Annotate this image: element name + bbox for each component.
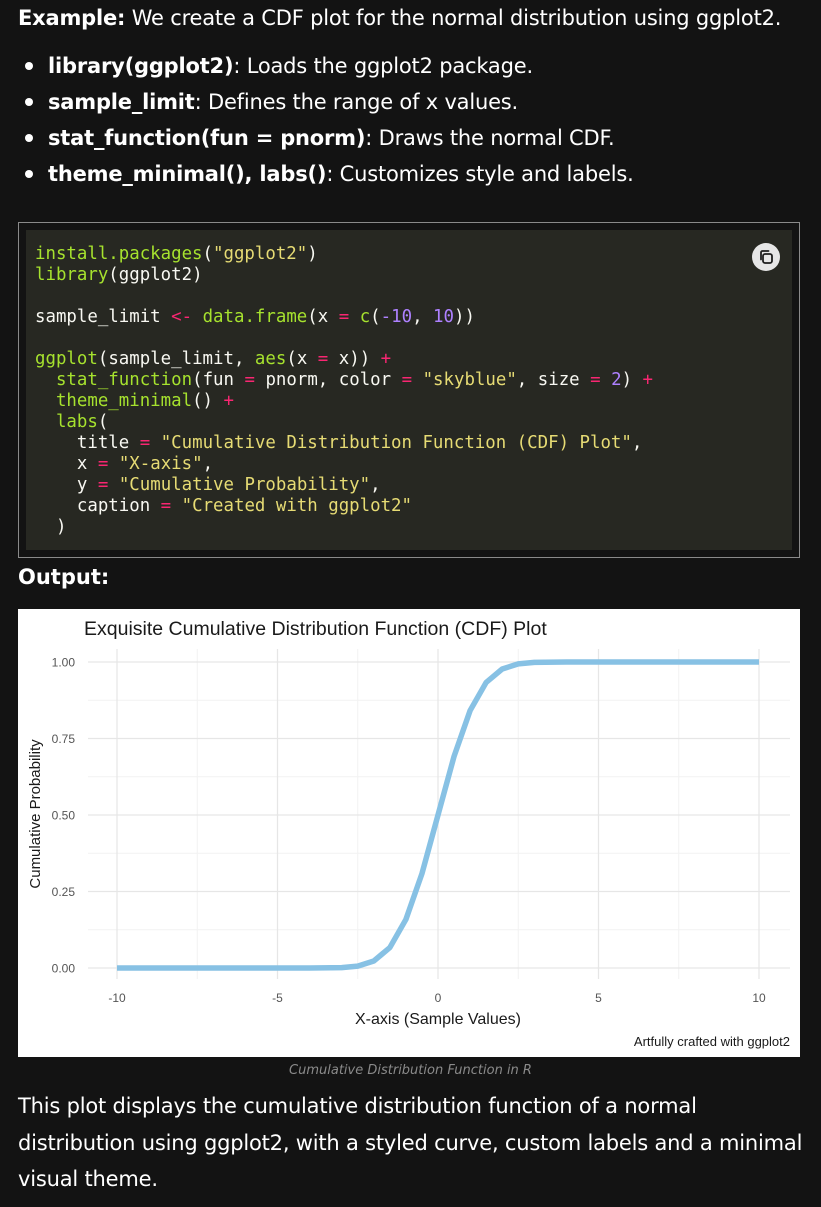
chart-title: Exquisite Cumulative Distribution Functi… [84, 618, 547, 640]
bullet-term: sample_limit [48, 90, 195, 114]
y-tick-label: 0.00 [52, 962, 76, 976]
y-axis-label: Cumulative Probability [27, 739, 44, 889]
x-tick-label: -5 [272, 991, 283, 1005]
bullet-term: library(ggplot2) [48, 54, 234, 78]
chart-svg: 0.00 0.25 0.50 0.75 1.00 -10 -5 0 5 10 Exquisite… [27, 618, 790, 1049]
bullet-dot [25, 98, 33, 106]
x-axis-label: X-axis (Sample Values) [355, 1011, 521, 1028]
bullet-item: library(ggplot2): Loads the ggplot2 pack… [0, 50, 821, 86]
example-text: We create a CDF plot for the normal dist… [125, 6, 782, 30]
y-tick-labels: 0.00 0.25 0.50 0.75 1.00 [52, 656, 76, 976]
x-tick-label: 0 [435, 991, 442, 1005]
bullet-item: sample_limit: Defines the range of x val… [0, 86, 821, 122]
bullet-item: theme_minimal(), labs(): Customizes styl… [0, 158, 821, 194]
x-tick-label: -10 [108, 991, 126, 1005]
x-tick-label: 10 [752, 991, 766, 1005]
bullet-desc: : Loads the ggplot2 package. [233, 54, 533, 78]
example-lead: Example: [18, 6, 126, 30]
description-paragraph: This plot displays the cumulative distri… [18, 1094, 803, 1191]
bullet-term: stat_function(fun = pnorm) [48, 126, 366, 150]
series-layer [116, 659, 760, 971]
cdf-chart: 0.00 0.25 0.50 0.75 1.00 -10 -5 0 5 10 Exquisite… [18, 609, 800, 1057]
x-tick-label: 5 [595, 991, 602, 1005]
code-block: install.packages("ggplot2") library(ggpl… [18, 222, 800, 558]
bullet-term: theme_minimal(), labs() [48, 162, 327, 186]
y-tick-label: 1.00 [52, 656, 76, 670]
bullet-item: stat_function(fun = pnorm): Draws the no… [0, 122, 821, 158]
chart-caption: Artfully crafted with ggplot2 [634, 1034, 790, 1049]
x-tick-labels: -10 -5 0 5 10 [108, 991, 766, 1005]
bullet-dot [25, 170, 33, 178]
y-tick-label: 0.25 [52, 885, 76, 899]
code-text[interactable]: install.packages("ggplot2") library(ggpl… [35, 244, 654, 537]
bullet-desc: : Customizes style and labels. [326, 162, 634, 186]
bullet-list: library(ggplot2): Loads the ggplot2 pack… [0, 50, 821, 194]
bullet-desc: : Draws the normal CDF. [365, 126, 615, 150]
y-tick-label: 0.50 [52, 809, 76, 823]
copy-icon [760, 250, 773, 264]
code-panel: install.packages("ggplot2") library(ggpl… [26, 230, 792, 550]
bullet-dot [25, 62, 33, 70]
bullet-dot [25, 134, 33, 142]
y-tick-label: 0.75 [52, 732, 76, 746]
minor-grid [88, 649, 790, 979]
example-intro: Example: We create a CDF plot for the no… [18, 4, 818, 32]
bullet-desc: : Defines the range of x values. [194, 90, 519, 114]
output-label: Output: [18, 565, 110, 589]
figure-caption: Cumulative Distribution Function in R [289, 1063, 532, 1078]
copy-button[interactable] [752, 243, 780, 271]
cdf-series-line [116, 659, 760, 971]
